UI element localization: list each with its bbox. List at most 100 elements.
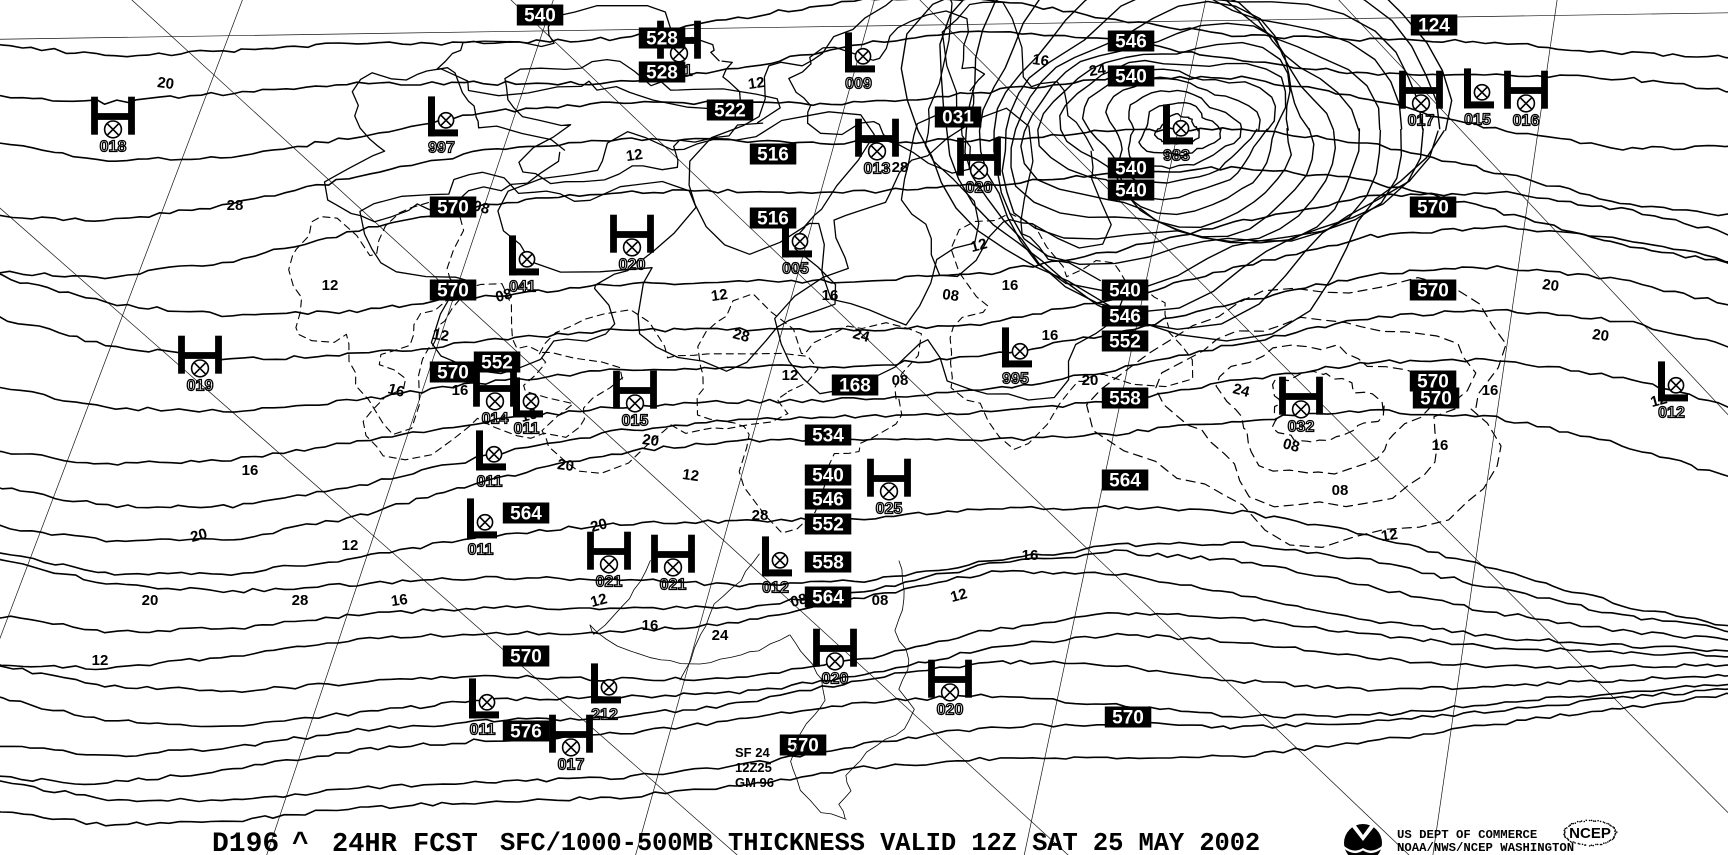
svg-text:570: 570 [437, 198, 469, 219]
svg-text:20: 20 [1591, 326, 1610, 345]
svg-text:570: 570 [787, 736, 819, 757]
svg-text:017: 017 [558, 757, 585, 774]
svg-text:540: 540 [1109, 281, 1141, 302]
svg-text:16: 16 [390, 591, 409, 610]
svg-text:016: 016 [1513, 113, 1540, 130]
svg-text:552: 552 [481, 353, 513, 374]
svg-text:08: 08 [1332, 482, 1349, 499]
svg-text:564: 564 [510, 504, 542, 525]
svg-text:570: 570 [510, 647, 542, 668]
svg-text:014: 014 [482, 411, 509, 428]
svg-text:032: 032 [1288, 419, 1315, 436]
svg-text:013: 013 [864, 161, 891, 178]
svg-text:16: 16 [452, 382, 469, 399]
svg-text:528: 528 [646, 29, 678, 50]
svg-text:GM 96: GM 96 [735, 775, 774, 790]
svg-text:16: 16 [822, 287, 839, 304]
svg-text:540: 540 [1115, 181, 1147, 202]
svg-text:28: 28 [227, 197, 244, 214]
svg-text:005: 005 [782, 260, 809, 277]
svg-text:28: 28 [892, 159, 909, 176]
svg-text:12: 12 [342, 537, 359, 554]
svg-text:12: 12 [92, 652, 109, 669]
svg-text:16: 16 [642, 617, 659, 634]
svg-text:540: 540 [524, 6, 556, 27]
svg-text:24: 24 [712, 627, 729, 644]
svg-text:570: 570 [1420, 389, 1452, 410]
svg-text:011: 011 [477, 473, 503, 490]
svg-text:041: 041 [509, 278, 536, 295]
svg-text:12: 12 [782, 367, 799, 384]
svg-text:020: 020 [966, 180, 993, 197]
svg-text:019: 019 [187, 378, 214, 395]
svg-text:NOAA/NWS/NCEP WASHINGTON: NOAA/NWS/NCEP WASHINGTON [1397, 841, 1574, 855]
svg-text:12: 12 [681, 466, 700, 485]
svg-text:546: 546 [1115, 32, 1147, 53]
svg-text:516: 516 [757, 145, 789, 166]
svg-text:08: 08 [872, 592, 889, 609]
svg-text:12: 12 [431, 326, 450, 345]
svg-text:546: 546 [812, 490, 844, 511]
svg-text:983: 983 [1163, 147, 1190, 164]
svg-text:16: 16 [1031, 51, 1050, 70]
svg-text:020: 020 [822, 671, 849, 688]
svg-text:124: 124 [1418, 16, 1450, 37]
svg-text:24: 24 [1088, 61, 1108, 80]
svg-text:20: 20 [1541, 276, 1560, 295]
svg-text:16: 16 [1002, 277, 1019, 294]
svg-text:20: 20 [641, 431, 660, 450]
svg-text:017: 017 [1408, 113, 1435, 130]
svg-text:522: 522 [714, 101, 746, 122]
svg-text:16: 16 [1022, 547, 1039, 564]
svg-text:576: 576 [510, 722, 542, 743]
svg-text:US DEPT OF COMMERCE: US DEPT OF COMMERCE [1397, 828, 1537, 842]
svg-text:546: 546 [1109, 307, 1141, 328]
svg-text:12: 12 [322, 277, 339, 294]
svg-text:011: 011 [468, 541, 494, 558]
svg-text:011: 011 [470, 721, 496, 738]
svg-text:012: 012 [762, 579, 789, 596]
svg-text:540: 540 [1115, 67, 1147, 88]
svg-text:540: 540 [1115, 159, 1147, 180]
svg-text:564: 564 [812, 588, 844, 609]
svg-text:552: 552 [1109, 332, 1141, 353]
svg-text:12Z25: 12Z25 [735, 760, 772, 775]
svg-text:D196: D196 [212, 829, 279, 855]
svg-text:031: 031 [942, 108, 974, 129]
svg-text:015: 015 [622, 413, 649, 430]
svg-text:020: 020 [619, 257, 646, 274]
svg-text:997: 997 [428, 139, 455, 156]
svg-text:24HR FCST: 24HR FCST [332, 830, 478, 855]
svg-text:SF 24: SF 24 [735, 745, 770, 760]
svg-text:015: 015 [1464, 111, 1491, 128]
svg-text:552: 552 [812, 515, 844, 536]
svg-text:12: 12 [710, 286, 729, 305]
svg-text:16: 16 [1432, 437, 1449, 454]
svg-text:08: 08 [941, 286, 960, 305]
svg-text:009: 009 [845, 75, 872, 92]
svg-text:12: 12 [1380, 526, 1399, 545]
svg-text:16: 16 [1042, 327, 1059, 344]
svg-text:20: 20 [156, 74, 175, 93]
svg-text:018: 018 [100, 139, 127, 156]
svg-text:20: 20 [556, 456, 575, 475]
svg-text:570: 570 [437, 281, 469, 302]
svg-text:020: 020 [937, 702, 964, 719]
svg-text:168: 168 [839, 376, 871, 397]
svg-text:025: 025 [876, 501, 903, 518]
svg-text:20: 20 [1082, 372, 1099, 389]
svg-text:12: 12 [625, 146, 644, 165]
svg-text:12: 12 [747, 74, 766, 93]
svg-text:16: 16 [242, 462, 259, 479]
svg-text:570: 570 [1417, 281, 1449, 302]
svg-text:^: ^ [292, 829, 309, 855]
svg-text:021: 021 [660, 577, 687, 594]
svg-text:540: 540 [812, 466, 844, 487]
svg-text:558: 558 [1109, 389, 1141, 410]
svg-text:534: 534 [812, 426, 844, 447]
svg-text:212: 212 [591, 706, 618, 723]
svg-text:28: 28 [292, 592, 309, 609]
svg-text:28: 28 [752, 507, 769, 524]
svg-text:20: 20 [142, 592, 159, 609]
svg-text:021: 021 [596, 574, 623, 591]
